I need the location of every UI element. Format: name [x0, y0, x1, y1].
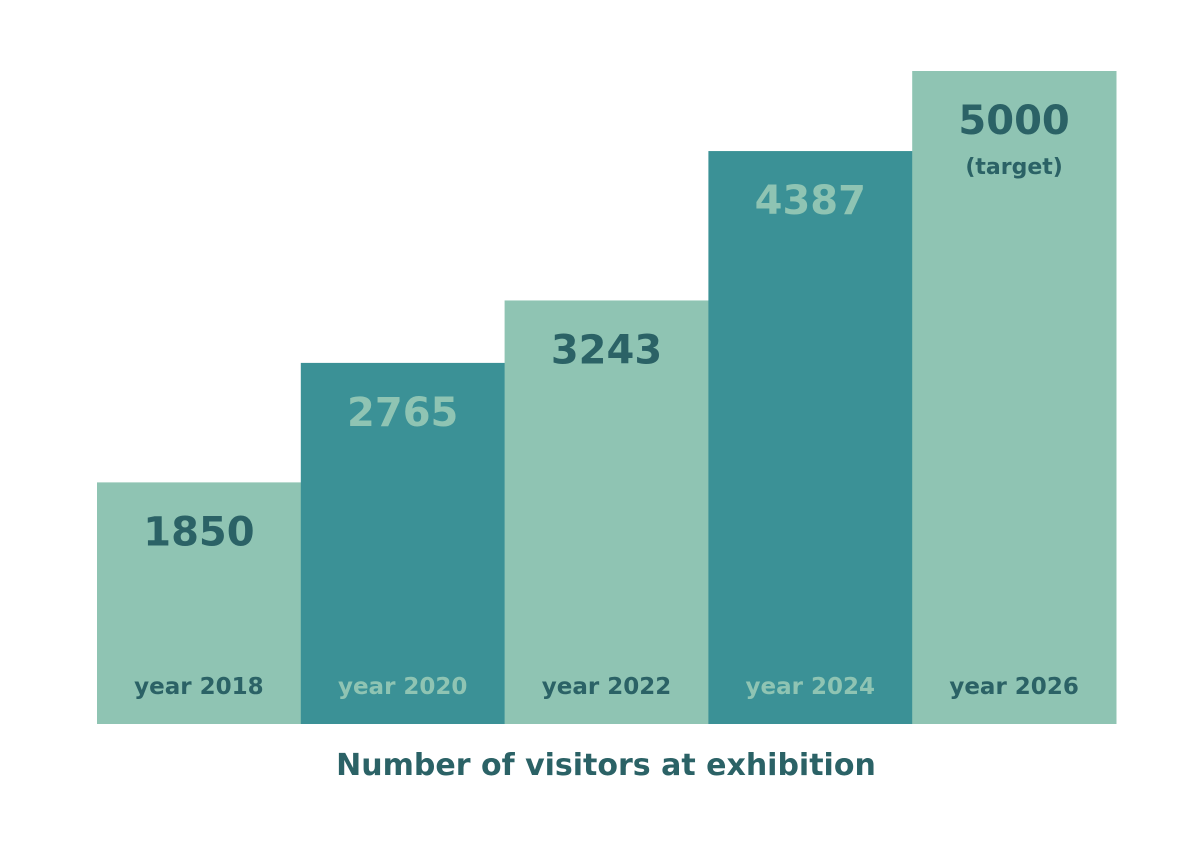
bar-value-label: 3243: [551, 327, 662, 373]
bar-value-label: 4387: [755, 178, 866, 224]
bar-3: [504, 300, 709, 724]
category-label: year 2024: [746, 674, 875, 700]
bar-2: [300, 362, 506, 724]
category-label: year 2022: [542, 674, 671, 700]
category-label: year 2018: [134, 674, 263, 700]
bar-value-label: 1850: [143, 509, 254, 555]
bar-4: [708, 151, 913, 724]
bar-5: [912, 71, 1117, 724]
bar-value-label: 2765: [347, 390, 458, 436]
bars-layer: 1850 year 2018 2765 year 2020 3243 year 2022 4…: [97, 71, 1117, 724]
bar-annotation: (target): [965, 155, 1063, 180]
bar-value-label: 5000: [958, 98, 1069, 144]
category-label: year 2026: [949, 674, 1078, 700]
category-label: year 2020: [338, 674, 467, 700]
chart-title: Number of visitors at exhibition: [336, 748, 876, 783]
bar-1: [97, 482, 302, 724]
